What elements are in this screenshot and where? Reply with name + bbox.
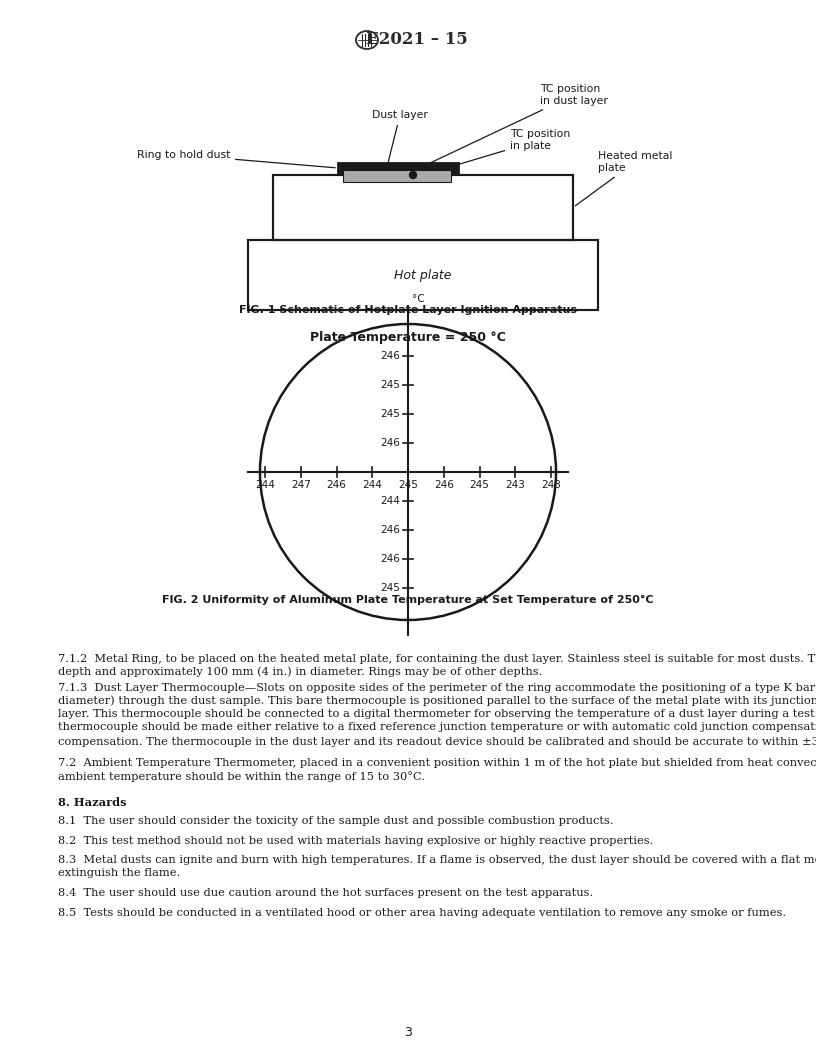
Text: 8.3  Metal dusts can ignite and burn with high temperatures. If a flame is obser: 8.3 Metal dusts can ignite and burn with… <box>58 855 816 865</box>
Text: TC position
in plate: TC position in plate <box>415 129 570 177</box>
Text: 244: 244 <box>255 480 275 490</box>
Text: compensation. The thermocouple in the dust layer and its readout device should b: compensation. The thermocouple in the du… <box>58 736 816 747</box>
Text: Hot plate: Hot plate <box>394 268 452 282</box>
Text: 246: 246 <box>326 480 347 490</box>
Text: °C: °C <box>412 294 424 304</box>
Text: 243: 243 <box>541 480 561 490</box>
Text: E2021 – 15: E2021 – 15 <box>366 32 468 49</box>
Text: 7.2  Ambient Temperature Thermometer, placed in a convenient position within 1 m: 7.2 Ambient Temperature Thermometer, pla… <box>58 757 816 768</box>
Text: 244: 244 <box>362 480 382 490</box>
Text: 8.1  The user should consider the toxicity of the sample dust and possible combu: 8.1 The user should consider the toxicit… <box>58 816 614 826</box>
Text: 8.2  This test method should not be used with materials having explosive or high: 8.2 This test method should not be used … <box>58 835 654 846</box>
Text: 246: 246 <box>380 352 400 361</box>
Text: Ring to hold dust: Ring to hold dust <box>136 150 335 168</box>
Bar <box>248 240 598 310</box>
Text: depth and approximately 100 mm (4 in.) in diameter. Rings may be of other depths: depth and approximately 100 mm (4 in.) i… <box>58 666 543 677</box>
Text: 247: 247 <box>290 480 311 490</box>
Text: diameter) through the dust sample. This bare thermocouple is positioned parallel: diameter) through the dust sample. This … <box>58 696 816 706</box>
Text: extinguish the flame.: extinguish the flame. <box>58 868 180 879</box>
Text: 246: 246 <box>434 480 454 490</box>
Bar <box>273 175 573 240</box>
Text: 8.5  Tests should be conducted in a ventilated hood or other area having adequat: 8.5 Tests should be conducted in a venti… <box>58 907 786 918</box>
Text: 246: 246 <box>380 438 400 448</box>
Text: FIG. 2 Uniformity of Aluminum Plate Temperature at Set Temperature of 250°C: FIG. 2 Uniformity of Aluminum Plate Temp… <box>162 595 654 605</box>
Text: layer. This thermocouple should be connected to a digital thermometer for observ: layer. This thermocouple should be conne… <box>58 709 816 719</box>
Bar <box>248 240 598 310</box>
Text: 3: 3 <box>404 1025 412 1038</box>
Text: Dust layer: Dust layer <box>372 110 428 167</box>
Text: 8. Hazards: 8. Hazards <box>58 796 126 808</box>
Bar <box>338 163 458 173</box>
Text: FIG. 1 Schematic of Hotplate Layer Ignition Apparatus: FIG. 1 Schematic of Hotplate Layer Ignit… <box>239 305 577 315</box>
Text: 8.4  The user should use due caution around the hot surfaces present on the test: 8.4 The user should use due caution arou… <box>58 888 593 898</box>
Text: 7.1.2  Metal Ring, to be placed on the heated metal plate, for containing the du: 7.1.2 Metal Ring, to be placed on the he… <box>58 653 816 664</box>
Text: 245: 245 <box>469 480 490 490</box>
Text: 243: 243 <box>505 480 526 490</box>
Circle shape <box>410 171 416 178</box>
Text: 245: 245 <box>380 380 400 390</box>
Text: TC position
in dust layer: TC position in dust layer <box>414 84 608 171</box>
Text: 244: 244 <box>380 496 400 506</box>
Bar <box>273 175 573 240</box>
Bar <box>343 170 451 182</box>
Text: 246: 246 <box>380 553 400 564</box>
Text: 7.1.3  Dust Layer Thermocouple—Slots on opposite sides of the perimeter of the r: 7.1.3 Dust Layer Thermocouple—Slots on o… <box>58 682 816 693</box>
Text: ambient temperature should be within the range of 15 to 30°C.: ambient temperature should be within the… <box>58 771 425 781</box>
Text: 246: 246 <box>380 525 400 535</box>
Text: Heated metal
plate: Heated metal plate <box>575 151 672 206</box>
Text: Plate Temperature = 250 °C: Plate Temperature = 250 °C <box>310 332 506 344</box>
Text: 245: 245 <box>380 409 400 419</box>
Text: 245: 245 <box>398 480 418 490</box>
Text: thermocouple should be made either relative to a fixed reference junction temper: thermocouple should be made either relat… <box>58 722 816 733</box>
Text: 245: 245 <box>380 583 400 592</box>
